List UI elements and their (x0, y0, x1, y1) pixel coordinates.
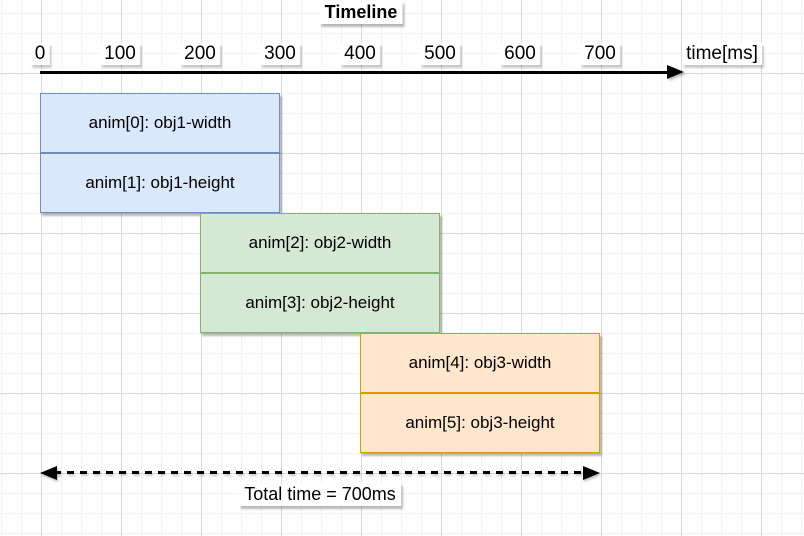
anim-bar-label: anim[2]: obj2-width (248, 233, 392, 252)
axis-tick-600: 600 (500, 43, 540, 65)
anim-bar-label: anim[1]: obj1-height (85, 173, 235, 192)
axis-tick-100: 100 (100, 43, 140, 65)
axis-tick-200: 200 (180, 43, 220, 65)
diagram-title: Timeline (319, 1, 403, 24)
anim-bar-label: anim[5]: obj3-height (405, 413, 555, 432)
total-arrow-left-icon (40, 466, 57, 480)
axis-tick-500: 500 (420, 43, 460, 65)
anim-bar-label: anim[3]: obj2-height (245, 293, 395, 312)
time-axis-line (40, 71, 670, 74)
anim-bar-label: anim[4]: obj3-width (408, 353, 552, 372)
anim-bar-obj3-width: anim[4]: obj3-width (360, 333, 600, 393)
total-arrow-right-icon (583, 466, 600, 480)
anim-bar-obj1-height: anim[1]: obj1-height (40, 153, 280, 213)
total-time-label: Total time = 700ms (239, 483, 401, 506)
anim-bar-obj3-height: anim[5]: obj3-height (360, 393, 600, 453)
anim-bar-obj2-width: anim[2]: obj2-width (200, 213, 440, 273)
axis-unit-label: time[ms] (682, 43, 762, 65)
axis-tick-0: 0 (30, 43, 50, 65)
anim-bar-label: anim[0]: obj1-width (88, 113, 232, 132)
anim-bar-obj1-width: anim[0]: obj1-width (40, 93, 280, 153)
axis-tick-400: 400 (340, 43, 380, 65)
axis-tick-300: 300 (260, 43, 300, 65)
axis-arrowhead-icon (667, 65, 684, 79)
total-time-dashed-line (54, 471, 586, 474)
axis-tick-700: 700 (580, 43, 620, 65)
anim-bar-obj2-height: anim[3]: obj2-height (200, 273, 440, 333)
